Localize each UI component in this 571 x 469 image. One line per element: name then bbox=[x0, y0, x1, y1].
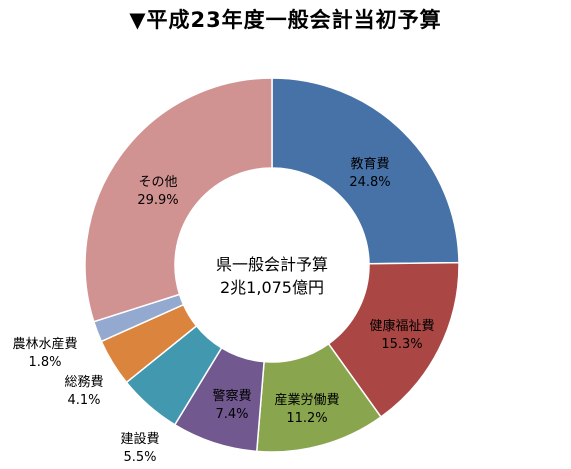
center-label-line1: 県一般会計予算 bbox=[216, 255, 328, 274]
slice-value-8: 29.9% bbox=[137, 193, 178, 208]
slice-labels: 教育費 24.8% 健康福祉費 15.3% 産業労働費 11.2% 警察費 7.4% 建設費 5.… bbox=[12, 156, 434, 465]
slice-label-2: 健康福祉費 bbox=[369, 318, 434, 334]
slice-value-7: 1.8% bbox=[28, 355, 61, 370]
slice-label-1: 教育費 bbox=[350, 156, 389, 172]
donut-hole bbox=[175, 168, 369, 362]
slice-value-5: 5.5% bbox=[123, 450, 156, 465]
donut-segments bbox=[84, 77, 460, 453]
slice-label-5: 建設費 bbox=[120, 431, 159, 447]
slice-label-8: その他 bbox=[138, 175, 177, 190]
slice-value-1: 24.8% bbox=[349, 175, 390, 190]
slice-label-4: 警察費 bbox=[212, 388, 251, 404]
slice-value-2: 15.3% bbox=[381, 337, 422, 352]
slice-value-4: 7.4% bbox=[215, 407, 248, 422]
chart-title: ▼平成23年度一般会計当初予算 bbox=[129, 8, 442, 32]
slice-value-6: 4.1% bbox=[67, 393, 100, 408]
center-label-line2: 2兆1,075億円 bbox=[220, 278, 324, 297]
slice-label-7: 農林水産費 bbox=[12, 336, 77, 352]
slice-label-6: 総務費 bbox=[64, 375, 103, 390]
slice-label-3: 産業労働費 bbox=[274, 392, 339, 408]
slice-value-3: 11.2% bbox=[286, 411, 327, 426]
